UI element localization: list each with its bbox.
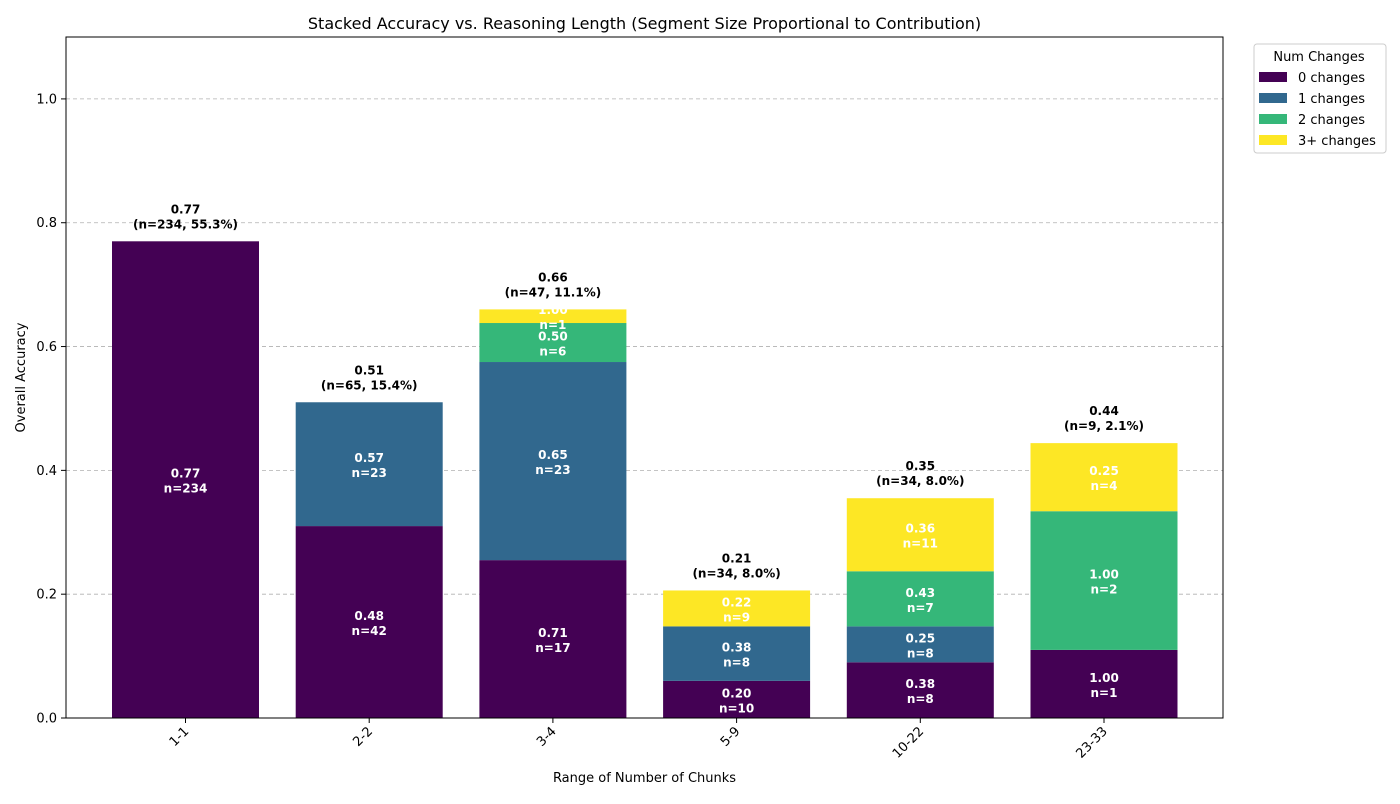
segment-count-label: n=9	[723, 610, 750, 624]
chart-title: Stacked Accuracy vs. Reasoning Length (S…	[308, 14, 981, 33]
segment-value-label: 0.48	[354, 609, 384, 623]
bar-segment	[846, 498, 994, 572]
bar-segment	[1030, 649, 1178, 718]
segment-value-label: 0.57	[354, 451, 384, 465]
bar-segment	[663, 680, 811, 718]
segment-value-label: 0.71	[538, 626, 568, 640]
segment-value-label: 1.00	[1089, 671, 1119, 685]
y-tick-label: 0.0	[36, 712, 57, 727]
y-tick-label: 0.6	[36, 340, 57, 355]
bar-segment	[663, 590, 811, 627]
y-axis-label: Overall Accuracy	[14, 322, 29, 432]
x-tick-label: 3-4	[534, 724, 560, 750]
segment-value-label: 0.22	[722, 595, 752, 609]
segment-value-label: 0.38	[722, 641, 752, 655]
bar-segment	[663, 626, 811, 681]
bar-segment	[1030, 443, 1178, 512]
bar-layer	[112, 241, 1178, 719]
bar-segment	[479, 309, 627, 324]
segment-count-label: n=7	[907, 601, 934, 615]
legend-label: 1 changes	[1298, 92, 1365, 107]
legend-swatch	[1259, 114, 1287, 124]
segment-count-label: n=23	[352, 466, 387, 480]
bar-segment	[295, 402, 443, 527]
segment-value-label: 0.25	[905, 631, 935, 645]
segment-count-label: n=4	[1091, 479, 1118, 493]
segment-count-label: n=8	[907, 646, 934, 660]
segment-count-label: n=234	[164, 482, 208, 496]
plot-frame	[65, 36, 1224, 719]
segment-count-label: n=8	[723, 656, 750, 670]
total-count-label: (n=34, 8.0%)	[692, 566, 780, 580]
legend-label: 2 changes	[1298, 113, 1365, 128]
legend-box	[1253, 43, 1387, 154]
legend-swatch	[1259, 135, 1287, 145]
total-count-label: (n=65, 15.4%)	[321, 378, 418, 392]
legend-swatch	[1259, 72, 1287, 82]
legend-title: Num Changes	[1273, 50, 1365, 65]
total-count-label: (n=234, 55.3%)	[133, 217, 238, 231]
segment-value-label: 1.00	[538, 303, 568, 317]
y-tick-label: 0.4	[36, 464, 57, 479]
legend: Num Changes 0 changes 1 changes 2 changes 3…	[1253, 43, 1387, 154]
segment-count-label: n=42	[352, 624, 387, 638]
x-tick-label: 2-2	[350, 724, 376, 750]
bar-segment	[846, 662, 994, 718]
x-tick-label: 10-22	[890, 724, 927, 761]
legend-label: 0 changes	[1298, 71, 1365, 86]
segment-count-label: n=1	[1091, 686, 1118, 700]
segment-value-label: 0.77	[171, 467, 201, 481]
segment-count-label: n=17	[535, 641, 570, 655]
y-tick-label: 1.0	[36, 92, 57, 107]
segment-value-label: 0.43	[905, 586, 935, 600]
x-axis-label: Range of Number of Chunks	[553, 771, 736, 786]
segment-count-label: n=23	[535, 463, 570, 477]
segment-value-label: 1.00	[1089, 568, 1119, 582]
segment-value-label: 0.36	[905, 522, 935, 536]
total-value-label: 0.66	[538, 270, 568, 284]
segment-count-label: n=2	[1091, 583, 1118, 597]
bar-segment	[295, 526, 443, 718]
segment-count-label: n=8	[907, 692, 934, 706]
legend-entries: 0 changes 1 changes 2 changes 3+ changes	[1259, 71, 1376, 149]
total-value-label: 0.51	[354, 363, 384, 377]
bar-segment	[1030, 511, 1178, 650]
segment-value-label: 0.50	[538, 330, 568, 344]
bar-segment	[846, 626, 994, 663]
x-tick-label: 23-33	[1074, 724, 1111, 761]
legend-label: 3+ changes	[1298, 134, 1376, 149]
segment-count-label: n=11	[903, 537, 938, 551]
x-tick-label: 5-9	[718, 724, 744, 750]
segment-value-label: 0.20	[722, 686, 752, 700]
segment-value-label: 0.38	[905, 677, 935, 691]
total-value-label: 0.35	[905, 459, 935, 473]
bar-segment	[112, 241, 259, 719]
legend-swatch	[1259, 93, 1287, 103]
segment-count-label: n=10	[719, 701, 754, 715]
total-count-label: (n=47, 11.1%)	[505, 285, 602, 299]
total-count-label: (n=34, 8.0%)	[876, 474, 964, 488]
segment-value-label: 0.25	[1089, 464, 1119, 478]
bar-segment	[846, 571, 994, 627]
segment-count-label: n=6	[539, 345, 566, 359]
y-tick-label: 0.2	[36, 588, 57, 603]
total-value-label: 0.77	[171, 202, 201, 216]
segment-value-label: 0.65	[538, 448, 568, 462]
x-tick-label: 1-1	[167, 724, 193, 750]
total-value-label: 0.44	[1089, 404, 1119, 418]
total-value-label: 0.21	[722, 551, 752, 565]
y-tick-label: 0.8	[36, 216, 57, 231]
bar-segment	[479, 560, 627, 718]
segment-count-label: n=1	[539, 318, 566, 332]
bar-segment	[479, 323, 627, 363]
bar-segment	[479, 362, 627, 561]
total-count-label: (n=9, 2.1%)	[1064, 419, 1144, 433]
